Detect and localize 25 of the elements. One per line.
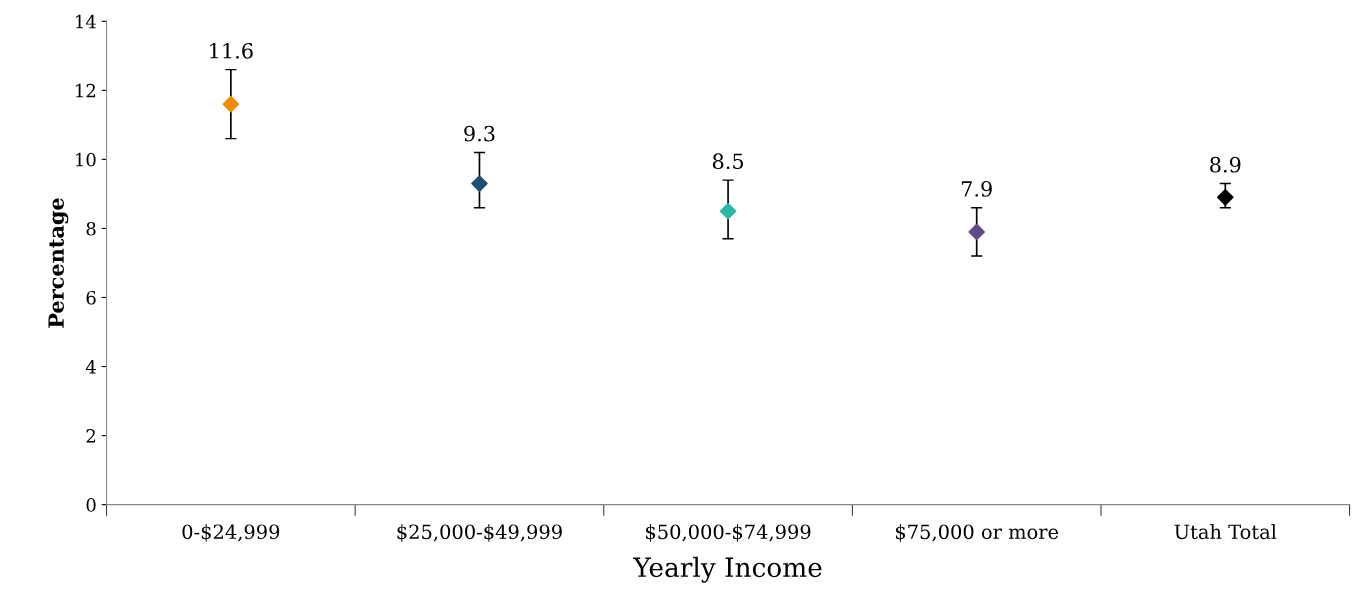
y-tick-label: 2 [86,429,96,443]
point [222,95,240,113]
data-label: 8.5 [712,153,744,170]
x-tick-label: Utah Total [1174,524,1277,540]
y-tick-label: 0 [86,498,96,512]
point [719,202,737,220]
data-label: 8.9 [1210,156,1241,173]
data-label: 11.6 [210,42,253,59]
y-tick-label: 10 [76,152,96,167]
y-tick-label: 14 [76,14,96,29]
y-tick-label: 12 [76,83,96,98]
x-tick-label: 0-$24,999 [182,524,280,542]
x-tick-label: $25,000-$49,999 [397,524,562,542]
x-axis-title: Yearly Income [633,556,822,583]
x-tick-label: $50,000-$74,999 [646,524,811,542]
point [471,175,488,192]
x-tick-label: $75,000 or more [895,524,1059,542]
data-label: 9.3 [464,125,495,142]
data-label: 7.9 [961,180,992,197]
point [1216,189,1234,206]
y-tick-label: 8 [86,221,96,236]
point [968,223,985,241]
y-tick-label: 4 [85,360,96,374]
y-axis-title: Percentage [48,198,69,328]
y-tick-label: 6 [86,290,96,305]
